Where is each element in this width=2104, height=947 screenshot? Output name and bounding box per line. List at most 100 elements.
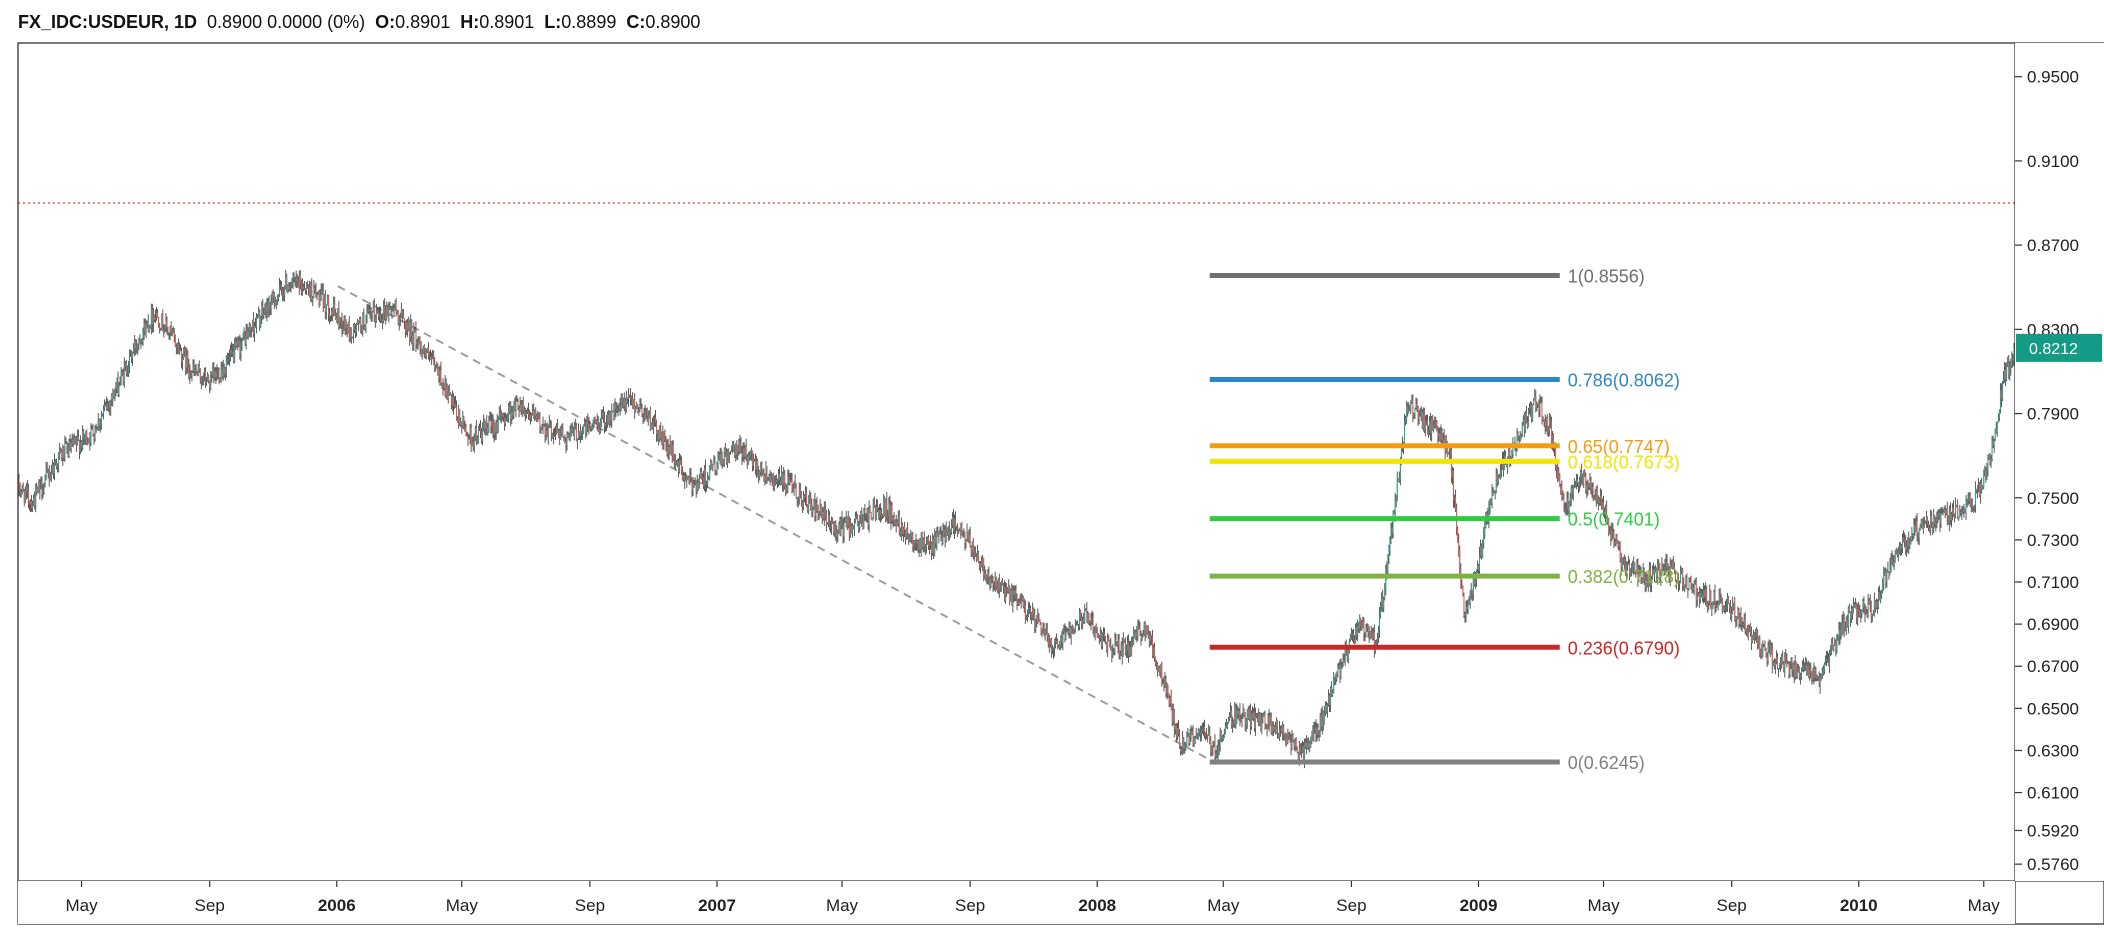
candle [42, 477, 43, 501]
candle [1820, 673, 1821, 694]
candle [419, 337, 420, 345]
candle [1823, 665, 1824, 676]
price-axis[interactable]: 0.95000.91000.87000.83000.79000.75000.73… [2015, 43, 2104, 881]
candle [335, 309, 336, 321]
candle [1480, 539, 1481, 558]
candle [398, 310, 399, 326]
candle [692, 477, 693, 497]
candle [325, 290, 326, 319]
candle [977, 545, 978, 561]
candle [470, 424, 471, 444]
candle [684, 473, 685, 489]
candle [947, 528, 948, 536]
candle [473, 436, 474, 451]
symbol-name[interactable]: FX_IDC:USDEUR, 1D [18, 12, 197, 33]
candle [306, 282, 307, 295]
candle [1113, 648, 1114, 655]
candle [351, 327, 352, 344]
candle [348, 322, 349, 335]
candle [566, 437, 567, 453]
candle [967, 524, 968, 542]
candle [576, 423, 577, 442]
candle [706, 480, 707, 491]
candle [1759, 635, 1760, 657]
candle [1876, 599, 1877, 610]
candle [392, 306, 393, 319]
candle [389, 301, 390, 310]
candle [334, 297, 335, 317]
candle [118, 371, 119, 397]
candle [1870, 594, 1871, 612]
plot-area[interactable] [18, 43, 2015, 881]
candle [1827, 651, 1828, 663]
candle [239, 335, 240, 360]
candle [1616, 534, 1617, 546]
candle [78, 430, 79, 442]
candle [1746, 628, 1747, 635]
candle [655, 410, 656, 427]
candle [48, 468, 49, 478]
candle [71, 439, 72, 454]
candle [1828, 653, 1829, 666]
candle [957, 523, 958, 537]
candle [546, 423, 547, 440]
candle [906, 527, 907, 539]
candle [602, 410, 603, 420]
candle [31, 495, 32, 512]
candle [1710, 590, 1711, 610]
candle [1881, 590, 1882, 599]
candle [1816, 667, 1817, 682]
candle [1843, 611, 1844, 634]
candle [277, 295, 278, 306]
candle [532, 404, 533, 416]
candle [1494, 490, 1495, 493]
candle [190, 370, 191, 378]
candle [669, 445, 670, 461]
candle [414, 327, 415, 333]
candle [1846, 616, 1847, 635]
candle [1751, 627, 1752, 650]
candle [181, 348, 182, 369]
candle [1237, 706, 1238, 718]
candle [88, 438, 89, 443]
candle [1766, 648, 1767, 658]
candle [579, 431, 580, 440]
candle [950, 529, 951, 538]
candle [454, 396, 455, 408]
candle [1391, 523, 1392, 544]
candle [758, 466, 759, 483]
candle [1268, 713, 1269, 729]
candle [713, 455, 714, 465]
candle [1413, 413, 1414, 419]
candle [1740, 613, 1741, 627]
candle [494, 419, 495, 442]
candle [1208, 725, 1209, 736]
candle [1854, 602, 1855, 608]
candle [1886, 569, 1887, 587]
candle [429, 351, 430, 362]
candle [240, 337, 241, 361]
candle [847, 516, 848, 530]
candle [714, 456, 715, 475]
candle [1991, 455, 1992, 468]
candle [1488, 501, 1489, 529]
candle [511, 406, 512, 424]
candle [1197, 733, 1198, 739]
candle [60, 447, 61, 453]
candle [1911, 527, 1912, 542]
candle [1687, 588, 1688, 598]
candle [728, 448, 729, 462]
candle [215, 367, 216, 384]
candle [85, 431, 86, 445]
candle [458, 405, 459, 429]
candle [1686, 573, 1687, 589]
candle [1048, 633, 1049, 648]
candle [521, 400, 522, 415]
candle [592, 423, 593, 430]
candle [707, 472, 708, 488]
candle [657, 430, 658, 441]
candle [156, 307, 157, 321]
candle [172, 328, 173, 337]
